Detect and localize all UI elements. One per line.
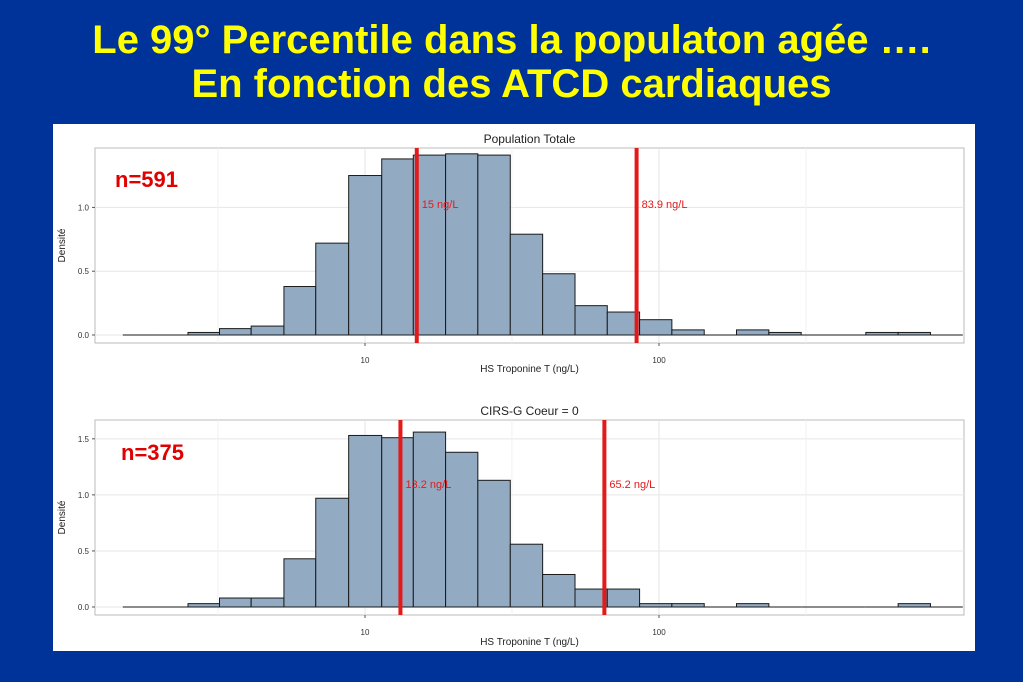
percentile-line-label: 65.2 ng/L xyxy=(609,479,655,491)
percentile-line-label: 15 ng/L xyxy=(422,199,459,211)
x-axis-label: HS Troponine T (ng/L) xyxy=(480,364,579,375)
slide-title-line2: En fonction des ATCD cardiaques xyxy=(191,62,832,106)
y-tick-label: 1.5 xyxy=(78,435,90,444)
histogram-bar xyxy=(671,603,705,608)
x-tick-label: 100 xyxy=(652,628,666,637)
histogram-bar xyxy=(283,558,317,608)
histogram-bar xyxy=(897,331,931,336)
y-tick-label: 0.0 xyxy=(78,331,90,340)
y-axis-label: Densité xyxy=(57,500,68,534)
histogram-bar xyxy=(509,233,544,336)
y-tick-label: 0.5 xyxy=(78,547,90,556)
histogram-bar xyxy=(187,603,221,608)
sample-size-annotation: n=375 xyxy=(121,440,184,465)
histogram-bar xyxy=(412,431,447,608)
histogram-bar xyxy=(381,158,414,336)
histogram-bar xyxy=(736,329,770,336)
histogram-bar xyxy=(639,319,673,336)
histogram-bar xyxy=(736,603,770,608)
histogram-bar xyxy=(187,331,221,336)
histogram-bar xyxy=(542,273,576,336)
chart-title: CIRS-G Coeur = 0 xyxy=(480,404,579,418)
histogram-bar xyxy=(671,329,705,336)
histogram-bar xyxy=(865,331,899,336)
histogram-bar xyxy=(315,497,350,608)
histogram-bar xyxy=(283,286,317,336)
x-tick-label: 10 xyxy=(361,356,370,365)
histogram-bar xyxy=(219,328,252,336)
histogram-charts-svg: Population Totale 0.0 0.5 1.0 Densité 10 100 HS… xyxy=(57,132,965,648)
histogram-bar xyxy=(477,154,511,336)
percentile-line-label: 83.9 ng/L xyxy=(642,199,688,211)
histogram-bar xyxy=(574,305,608,336)
chart-2: CIRS-G Coeur = 0 0.0 0.5 1.0 1.5 Densité 10 100… xyxy=(57,404,965,648)
histogram-bar xyxy=(219,597,252,608)
histogram-bar xyxy=(445,451,479,608)
histogram-bar xyxy=(381,437,414,608)
y-tick-label: 1.0 xyxy=(78,491,90,500)
histogram-bar xyxy=(315,242,350,336)
x-tick-label: 100 xyxy=(652,356,666,365)
histogram-bar xyxy=(250,325,285,336)
y-tick-label: 0.0 xyxy=(78,603,90,612)
histogram-bar xyxy=(768,331,802,336)
percentile-line-label: 13.2 ng/L xyxy=(405,479,451,491)
histogram-bar xyxy=(250,597,285,608)
histogram-bar xyxy=(897,603,931,608)
histogram-bar xyxy=(509,543,544,608)
y-tick-label: 1.0 xyxy=(78,203,90,212)
y-axis-label: Densité xyxy=(57,228,68,262)
chart-panel: Population Totale 0.0 0.5 1.0 Densité 10 100 HS… xyxy=(53,124,975,651)
chart-title: Population Totale xyxy=(484,132,576,146)
histogram-bar xyxy=(606,588,641,608)
sample-size-annotation: n=591 xyxy=(115,167,178,192)
x-tick-label: 10 xyxy=(361,628,370,637)
histogram-bar xyxy=(477,479,511,608)
histogram-bar xyxy=(445,153,479,336)
histogram-bar xyxy=(348,434,383,608)
chart-1: Population Totale 0.0 0.5 1.0 Densité 10 100 HS… xyxy=(57,132,965,375)
histogram-bar xyxy=(542,573,576,608)
slide-title-line1: Le 99° Percentile dans la populaton agée… xyxy=(92,18,931,62)
histogram-bar xyxy=(348,175,383,336)
histogram-bar xyxy=(639,603,673,608)
x-axis-label: HS Troponine T (ng/L) xyxy=(480,637,579,648)
y-tick-label: 0.5 xyxy=(78,267,90,276)
